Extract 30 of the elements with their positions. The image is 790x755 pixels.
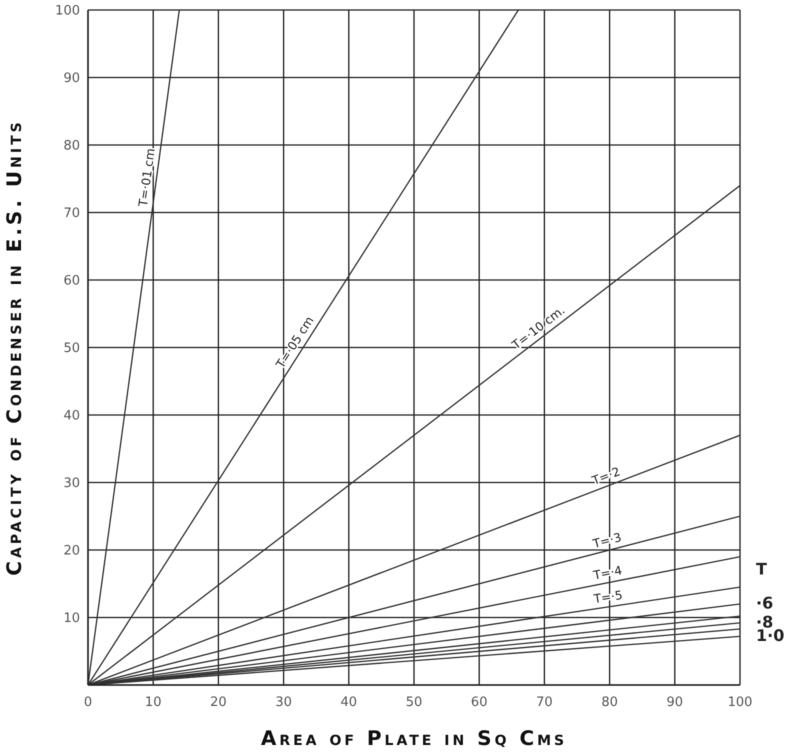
y-tick-label: 70 bbox=[63, 206, 80, 222]
annotation: T=·5 bbox=[592, 588, 624, 606]
x-tick-label: 60 bbox=[470, 695, 488, 710]
text: T bbox=[756, 559, 767, 578]
annotation: T=·3 bbox=[590, 530, 623, 552]
y-tick-label: 100 bbox=[55, 4, 80, 19]
y-tick-label: 90 bbox=[63, 71, 80, 86]
annotation: T=·2 bbox=[589, 464, 622, 488]
x-tick-label: 100 bbox=[728, 695, 752, 710]
y-tick-label: 10 bbox=[63, 611, 80, 626]
y-tick-label: 20 bbox=[63, 544, 80, 559]
y-tick-label: 30 bbox=[63, 476, 80, 492]
x-tick-label: 90 bbox=[666, 695, 684, 710]
x-tick-label: 40 bbox=[340, 695, 358, 710]
y-tick-label: 80 bbox=[63, 138, 80, 154]
y-tick-label: 60 bbox=[63, 274, 80, 289]
x-tick-label: 50 bbox=[406, 695, 422, 710]
annotation: ·6 bbox=[756, 593, 774, 612]
x-tick-label: 70 bbox=[536, 695, 553, 710]
y-tick-label: 50 bbox=[63, 341, 80, 356]
x-tick-label: 0 bbox=[84, 695, 92, 710]
x-tick-label: 80 bbox=[601, 695, 618, 710]
x-axis-title: Area of Plate in Sq Cms bbox=[260, 726, 568, 750]
x-tick-label: 30 bbox=[275, 695, 292, 710]
y-tick-label: 40 bbox=[63, 408, 80, 424]
annotation: T=·01 cm bbox=[136, 147, 158, 208]
x-tick-label: 20 bbox=[210, 695, 227, 710]
y-axis-title: Capacity of Condenser in E.S. Units bbox=[2, 119, 26, 576]
annotation: T=·4 bbox=[591, 563, 624, 583]
x-tick-label: 10 bbox=[144, 695, 162, 710]
